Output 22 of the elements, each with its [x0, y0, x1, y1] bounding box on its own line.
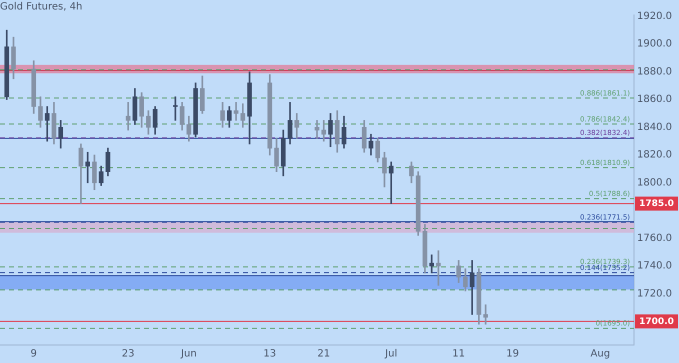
- x-tick-label: Jul: [384, 348, 398, 360]
- ref-line-label: 1700.0: [639, 316, 674, 327]
- y-tick-label: 1740.0: [637, 260, 672, 272]
- x-tick-label: 21: [317, 348, 330, 360]
- y-tick-label: 1720.0: [637, 288, 672, 300]
- x-tick-label: Aug: [590, 348, 610, 360]
- y-tick-label: 1900.0: [637, 38, 672, 50]
- x-tick-label: Jun: [180, 348, 197, 360]
- x-tick-label: 9: [30, 348, 37, 360]
- y-tick-label: 1860.0: [637, 94, 672, 106]
- y-tick-label: 1800.0: [637, 177, 672, 188]
- x-tick-label: 19: [506, 348, 519, 360]
- chart-title: Gold Futures, 4h: [0, 2, 82, 13]
- ref-line-label: 1785.0: [639, 198, 674, 209]
- x-tick-label: 13: [263, 348, 276, 360]
- y-tick-label: 1820.0: [637, 150, 672, 161]
- y-tick-label: 1760.0: [637, 232, 672, 244]
- x-tick-label: 11: [452, 348, 466, 360]
- y-tick-label: 1840.0: [637, 122, 672, 133]
- y-tick-label: 1880.0: [637, 66, 672, 78]
- x-tick-label: 23: [122, 348, 135, 360]
- y-tick-label: 1920.0: [637, 10, 672, 22]
